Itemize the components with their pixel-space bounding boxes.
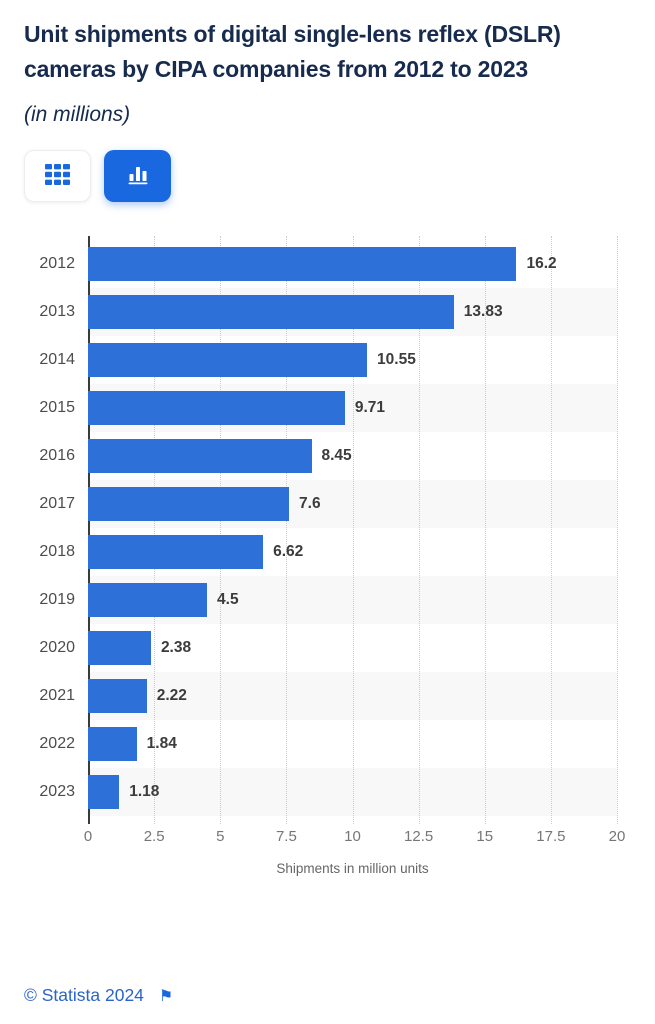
bar-2016[interactable]: [88, 439, 312, 473]
chart-row: 9.71: [88, 384, 617, 432]
footer: © Statista 2024 ⚑: [24, 985, 173, 1006]
chart-subtitle: (in millions): [24, 103, 131, 126]
bar-chart: 2012 2013 2014 2015 2016 2017 2018 2019 2020 2021…: [0, 236, 655, 876]
x-tick-label: 15: [476, 828, 494, 845]
grid-view-icon: [45, 164, 70, 188]
value-label: 4.5: [217, 591, 239, 608]
view-toggle-toolbar: [0, 128, 655, 202]
value-label: 2.38: [160, 639, 192, 656]
value-label: 1.18: [129, 783, 160, 800]
chart-row: 16.2: [88, 240, 617, 288]
bar-2020[interactable]: [88, 631, 151, 665]
value-label: 10.55: [377, 351, 416, 368]
x-axis-ticks: 0 2.5 5 7.5 10 12.5 15 17.5 20: [84, 828, 626, 850]
x-tick-label: 5: [216, 828, 225, 845]
bar-2018[interactable]: [88, 535, 264, 569]
chart-row: 13.83: [88, 288, 617, 336]
value-label: 8.45: [321, 447, 352, 464]
chart-row: 1.84: [88, 720, 617, 768]
bar-2023[interactable]: [88, 775, 120, 809]
bar-2013[interactable]: [88, 295, 454, 329]
flag-icon[interactable]: ⚑: [158, 986, 174, 1005]
y-axis-label: 2022: [39, 735, 75, 752]
chart-grid: 2012 2013 2014 2015 2016 2017 2018 2019 2020 2021…: [0, 236, 655, 876]
x-tick-label: 0: [83, 828, 93, 845]
statista-copyright-link[interactable]: © Statista 2024: [24, 985, 144, 1005]
page-title: Unit shipments of digital single-lens re…: [24, 21, 561, 82]
x-tick-label: 7.5: [275, 828, 297, 845]
bar-2014[interactable]: [88, 343, 368, 377]
value-label: 7.6: [299, 495, 321, 512]
plot-wrap: 16.2 13.83 10.55 9.71 8.45 7.6 6.62 4.5 2.38 2.22…: [84, 236, 626, 876]
y-axis-labels: 2012 2013 2014 2015 2016 2017 2018 2019 2020 2021…: [0, 240, 88, 876]
value-label: 6.62: [273, 543, 304, 560]
y-axis-label: 2017: [39, 495, 75, 512]
chart-row: 7.6: [88, 480, 617, 528]
y-axis-label: 2013: [39, 303, 75, 320]
x-tick-label: 10: [344, 828, 361, 845]
y-axis-label: 2016: [39, 447, 75, 464]
x-tick-label: 17.5: [536, 828, 566, 845]
bar-chart-view-button[interactable]: [104, 150, 171, 202]
chart-row: 1.18: [88, 768, 617, 816]
table-view-button[interactable]: [24, 150, 91, 202]
gridline: [617, 236, 618, 824]
x-axis-title: Shipments in million units: [276, 861, 429, 876]
value-label: 16.2: [526, 255, 557, 272]
chart-row: 6.62: [88, 528, 617, 576]
y-axis-label: 2012: [39, 255, 75, 272]
y-axis-label: 2021: [39, 687, 75, 704]
header: Unit shipments of digital single-lens re…: [0, 0, 655, 128]
bar-2019[interactable]: [88, 583, 208, 617]
x-tick-label: 2.5: [143, 828, 165, 845]
y-axis-label: 2023: [39, 783, 75, 800]
bar-2022[interactable]: [88, 727, 137, 761]
chart-row: 4.5: [88, 576, 617, 624]
x-tick-label: 20: [608, 828, 626, 845]
y-axis-label: 2018: [39, 543, 75, 560]
value-label: 2.22: [156, 687, 187, 704]
chart-row: 2.38: [88, 624, 617, 672]
y-axis-label: 2019: [39, 591, 75, 608]
bar-chart-icon: [127, 165, 149, 188]
chart-row: 10.55: [88, 336, 617, 384]
bar-2017[interactable]: [88, 487, 290, 521]
bar-2015[interactable]: [88, 391, 345, 425]
value-label: 1.84: [146, 735, 177, 752]
plot-area: 16.2 13.83 10.55 9.71 8.45 7.6 6.62 4.5 2.38 2.22…: [88, 236, 618, 824]
y-axis-label: 2014: [39, 351, 75, 368]
bar-2012[interactable]: [88, 247, 517, 281]
y-axis-label: 2015: [39, 399, 75, 416]
chart-row: 2.22: [88, 672, 617, 720]
x-tick-label: 12.5: [404, 828, 434, 845]
value-label: 9.71: [354, 399, 385, 416]
chart-row: 8.45: [88, 432, 617, 480]
value-label: 13.83: [463, 303, 503, 320]
bar-2021[interactable]: [88, 679, 147, 713]
y-axis-label: 2020: [39, 639, 75, 656]
